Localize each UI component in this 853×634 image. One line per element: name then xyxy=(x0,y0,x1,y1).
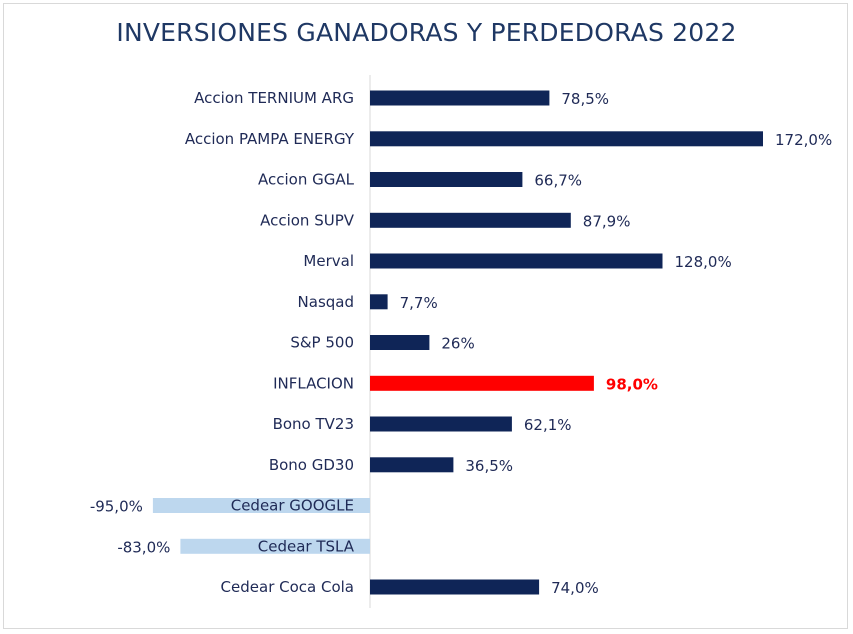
data-label: 78,5% xyxy=(561,90,609,108)
data-label: 128,0% xyxy=(675,253,732,271)
data-label: 172,0% xyxy=(775,131,832,149)
category-label: Cedear Coca Cola xyxy=(221,578,354,596)
bar-9 xyxy=(370,457,454,473)
bar-10 xyxy=(152,498,370,513)
category-label: Cedear GOOGLE xyxy=(231,497,354,515)
category-label: Accion PAMPA ENERGY xyxy=(185,130,355,148)
bar-2 xyxy=(370,172,523,187)
category-label: Accion TERNIUM ARG xyxy=(194,89,354,107)
data-label: -95,0% xyxy=(90,498,143,516)
data-label: 36,5% xyxy=(465,457,513,475)
chart-title: INVERSIONES GANADORAS Y PERDEDORAS 2022 xyxy=(116,18,737,47)
data-label: 26% xyxy=(441,335,474,353)
category-label: Cedear TSLA xyxy=(258,537,355,555)
bar-12 xyxy=(370,579,540,595)
data-label: 98,0% xyxy=(606,375,658,393)
bar-0 xyxy=(370,90,550,106)
data-label: 74,0% xyxy=(551,579,599,597)
category-label: Merval xyxy=(303,252,354,270)
data-label: -83,0% xyxy=(117,538,170,556)
category-label: S&P 500 xyxy=(290,334,354,352)
category-label: Bono GD30 xyxy=(269,456,354,474)
bar-7 xyxy=(370,375,594,391)
data-label: 62,1% xyxy=(524,416,572,434)
bar-1 xyxy=(370,131,763,147)
category-label: Accion SUPV xyxy=(260,211,355,229)
category-label: Nasqad xyxy=(298,293,354,311)
bar-5 xyxy=(370,294,388,310)
category-label: Bono TV23 xyxy=(273,415,354,433)
category-label: Accion GGAL xyxy=(258,171,355,189)
bar-4 xyxy=(370,253,663,269)
data-label: 66,7% xyxy=(534,172,582,190)
data-label: 87,9% xyxy=(583,212,631,230)
category-label: INFLACION xyxy=(273,374,354,392)
bar-8 xyxy=(370,416,512,432)
bar-11 xyxy=(180,538,370,554)
bar-6 xyxy=(370,335,430,350)
bar-3 xyxy=(370,212,571,228)
chart-frame xyxy=(3,3,848,629)
data-label: 7,7% xyxy=(400,294,438,312)
